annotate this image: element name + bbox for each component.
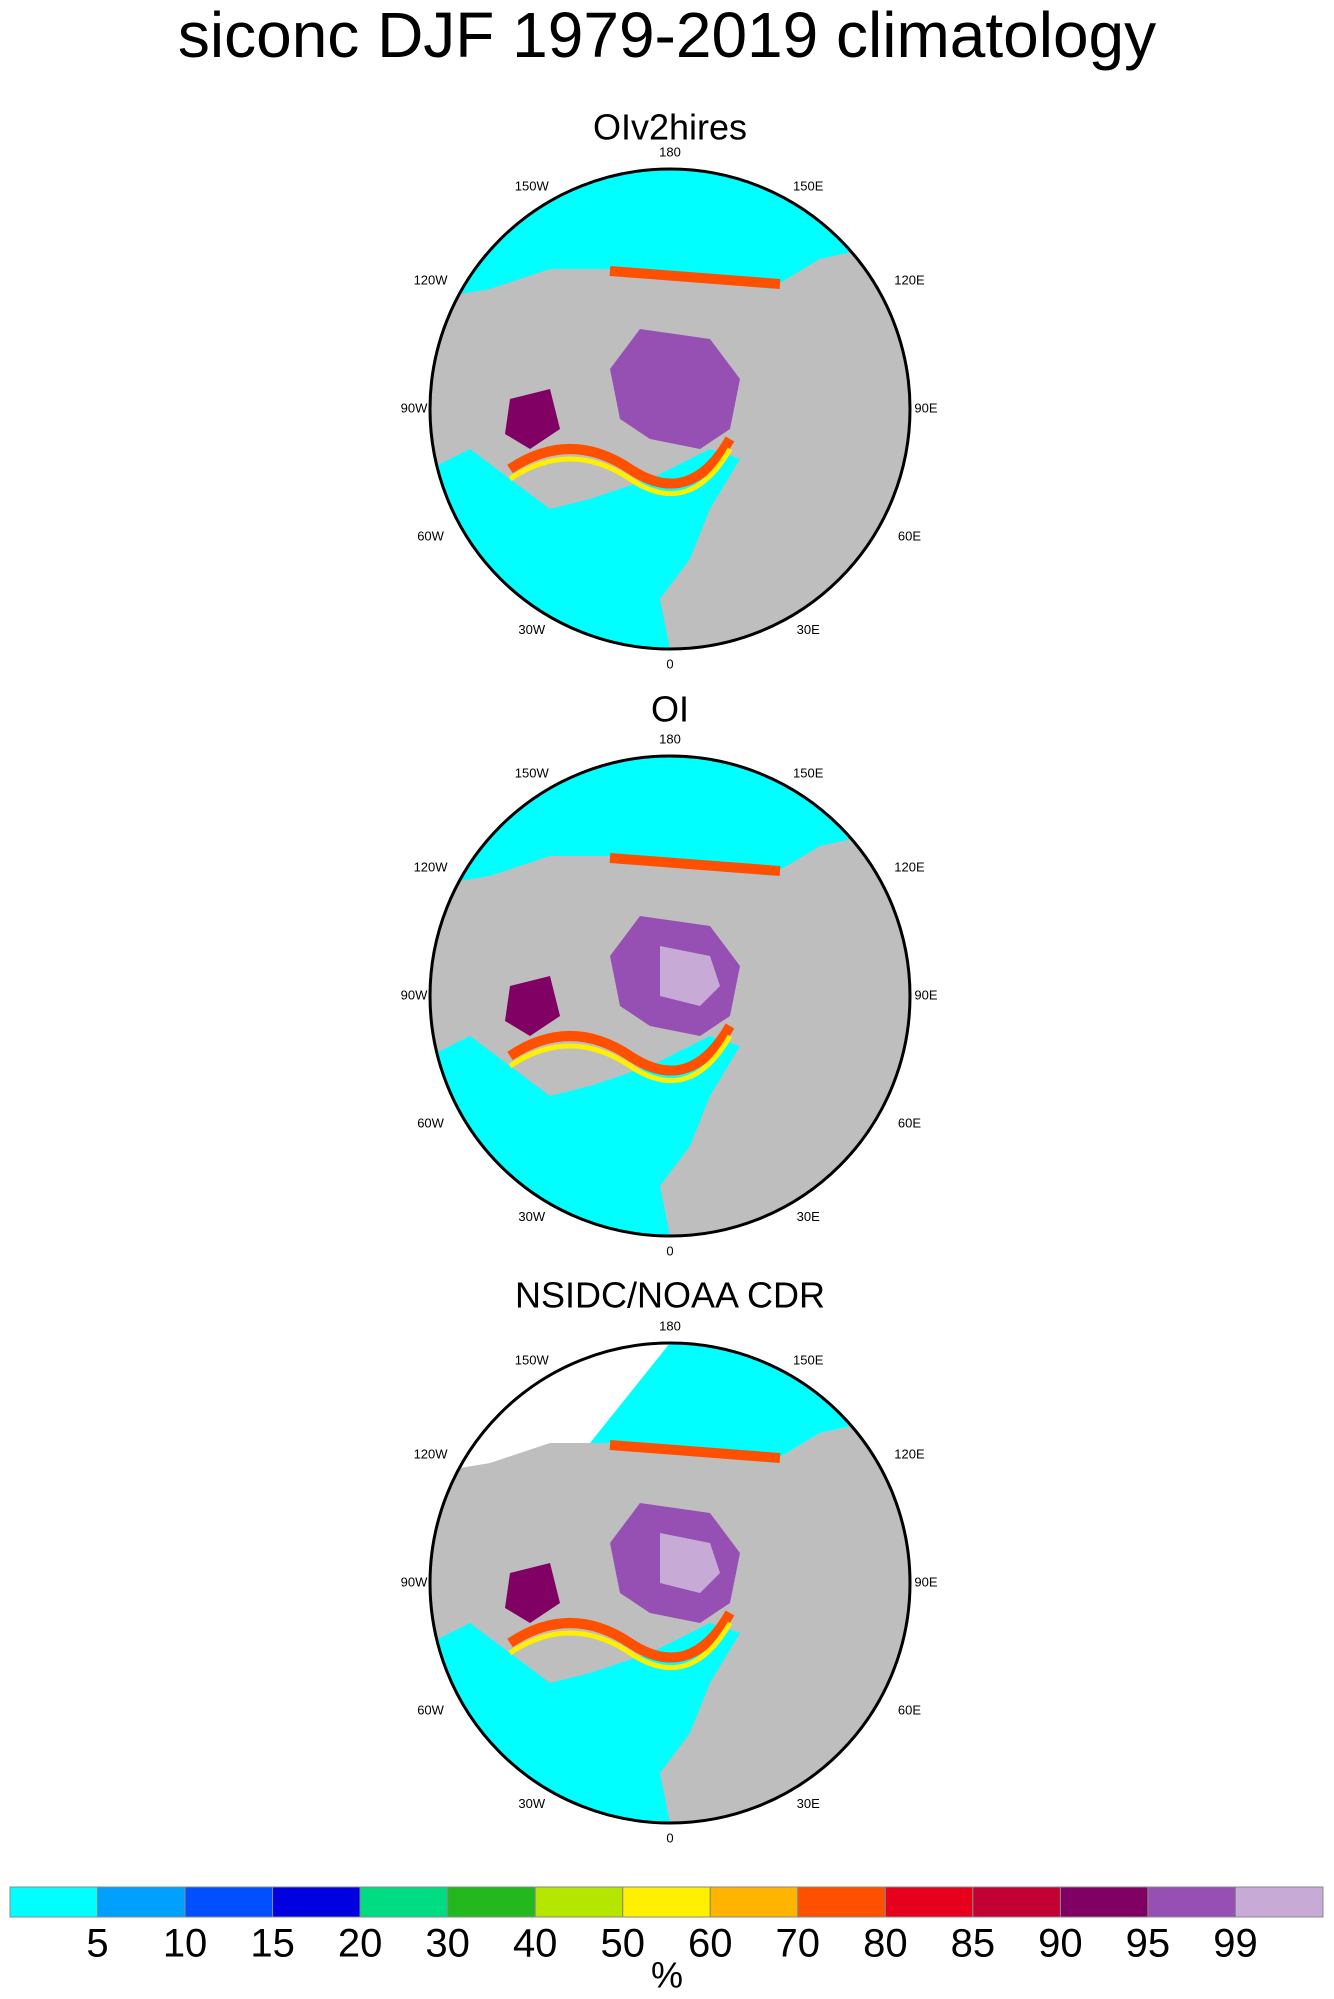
panel-title: OIv2hires (593, 107, 747, 148)
ice-edge (508, 447, 733, 496)
map-border (428, 754, 912, 1238)
longitude-label: 120W (414, 859, 449, 874)
colorbar-box (1147, 1886, 1236, 1918)
longitude-label: 120E (894, 859, 925, 874)
longitude-label: 120E (894, 1446, 925, 1461)
longitude-label: 150E (793, 766, 824, 781)
colorbar-label: 80 (863, 1922, 908, 1966)
longitude-label: 90W (401, 987, 428, 1002)
figure-title: siconc DJF 1979-2019 climatology (178, 0, 1156, 71)
colorbar-label: 15 (250, 1922, 295, 1966)
map-border (428, 1341, 912, 1825)
ice-edge (508, 1034, 733, 1083)
sea-ice (660, 946, 720, 1006)
colorbar-box (534, 1886, 624, 1918)
longitude-label: 60W (417, 528, 444, 543)
longitude-label: 90E (914, 1574, 937, 1589)
colorbar-box (184, 1886, 274, 1918)
ice-edge (609, 853, 781, 876)
colorbar-box (884, 1886, 974, 1918)
colorbar-label: 40 (513, 1922, 558, 1966)
colorbar-label: 50 (600, 1922, 645, 1966)
colorbar-box (1234, 1886, 1324, 1918)
ice-edge (507, 436, 735, 489)
colorbar-box (97, 1886, 186, 1918)
longitude-label: 30W (518, 1209, 545, 1224)
colorbar-label: 99 (1213, 1922, 1258, 1966)
longitude-label: 180 (659, 731, 681, 746)
ice-edge (609, 266, 781, 289)
longitude-label: 0 (666, 1243, 673, 1258)
longitude-label: 90W (401, 400, 428, 415)
longitude-label: 30W (518, 1796, 545, 1811)
longitude-label: 150W (515, 179, 550, 194)
colorbar-label: 10 (163, 1922, 208, 1966)
colorbar-box (709, 1886, 799, 1918)
longitude-label: 30E (797, 1796, 820, 1811)
longitude-label: 60E (898, 1702, 921, 1717)
ice-edge (507, 1023, 735, 1076)
map (430, 756, 910, 1236)
colorbar-label: 70 (776, 1922, 821, 1966)
colorbar-label: 85 (951, 1922, 996, 1966)
map-border (428, 167, 912, 651)
colorbar-box (622, 1886, 711, 1918)
longitude-label: 30E (797, 1209, 820, 1224)
ice-edge (507, 1610, 735, 1663)
map (430, 1343, 910, 1823)
sea-ice (610, 329, 740, 449)
longitude-label: 180 (659, 144, 681, 159)
longitude-label: 150E (793, 1353, 824, 1368)
colorbar-label: 20 (338, 1922, 383, 1966)
sea-ice (660, 1533, 720, 1593)
colorbar-label: 60 (688, 1922, 733, 1966)
colorbar-box (972, 1886, 1061, 1918)
longitude-label: 90E (914, 400, 937, 415)
panel-title: NSIDC/NOAA CDR (515, 1275, 825, 1316)
longitude-label: 0 (666, 1830, 673, 1845)
longitude-label: 60W (417, 1115, 444, 1130)
colorbar-box (797, 1886, 886, 1918)
colorbar-box (359, 1886, 449, 1918)
longitude-label: 180 (659, 1318, 681, 1333)
longitude-label: 60E (898, 528, 921, 543)
colorbar-unit: % (651, 1955, 683, 1996)
colorbar-box (9, 1886, 99, 1918)
sea-ice (505, 389, 560, 449)
longitude-label: 30E (797, 622, 820, 637)
sea-ice (505, 976, 560, 1036)
longitude-label: 120E (894, 272, 925, 287)
longitude-label: 120W (414, 1446, 449, 1461)
ice-edge (508, 1621, 733, 1670)
ice-edge (609, 1440, 781, 1463)
colorbar-box (447, 1886, 536, 1918)
colorbar-box (1059, 1886, 1149, 1918)
longitude-label: 150E (793, 179, 824, 194)
colorbar-label: 30 (425, 1922, 470, 1966)
longitude-label: 150W (515, 1353, 550, 1368)
longitude-label: 60W (417, 1702, 444, 1717)
longitude-label: 120W (414, 272, 449, 287)
longitude-label: 60E (898, 1115, 921, 1130)
colorbar-label: 5 (86, 1922, 108, 1966)
longitude-label: 30W (518, 622, 545, 637)
longitude-label: 0 (666, 656, 673, 671)
sea-ice (505, 1563, 560, 1623)
longitude-label: 150W (515, 766, 550, 781)
colorbar-label: 95 (1126, 1922, 1171, 1966)
longitude-label: 90W (401, 1574, 428, 1589)
map (430, 169, 910, 649)
colorbar-box (272, 1886, 361, 1918)
panel-title: OI (651, 689, 689, 730)
longitude-label: 90E (914, 987, 937, 1002)
colorbar-label: 90 (1038, 1922, 1083, 1966)
